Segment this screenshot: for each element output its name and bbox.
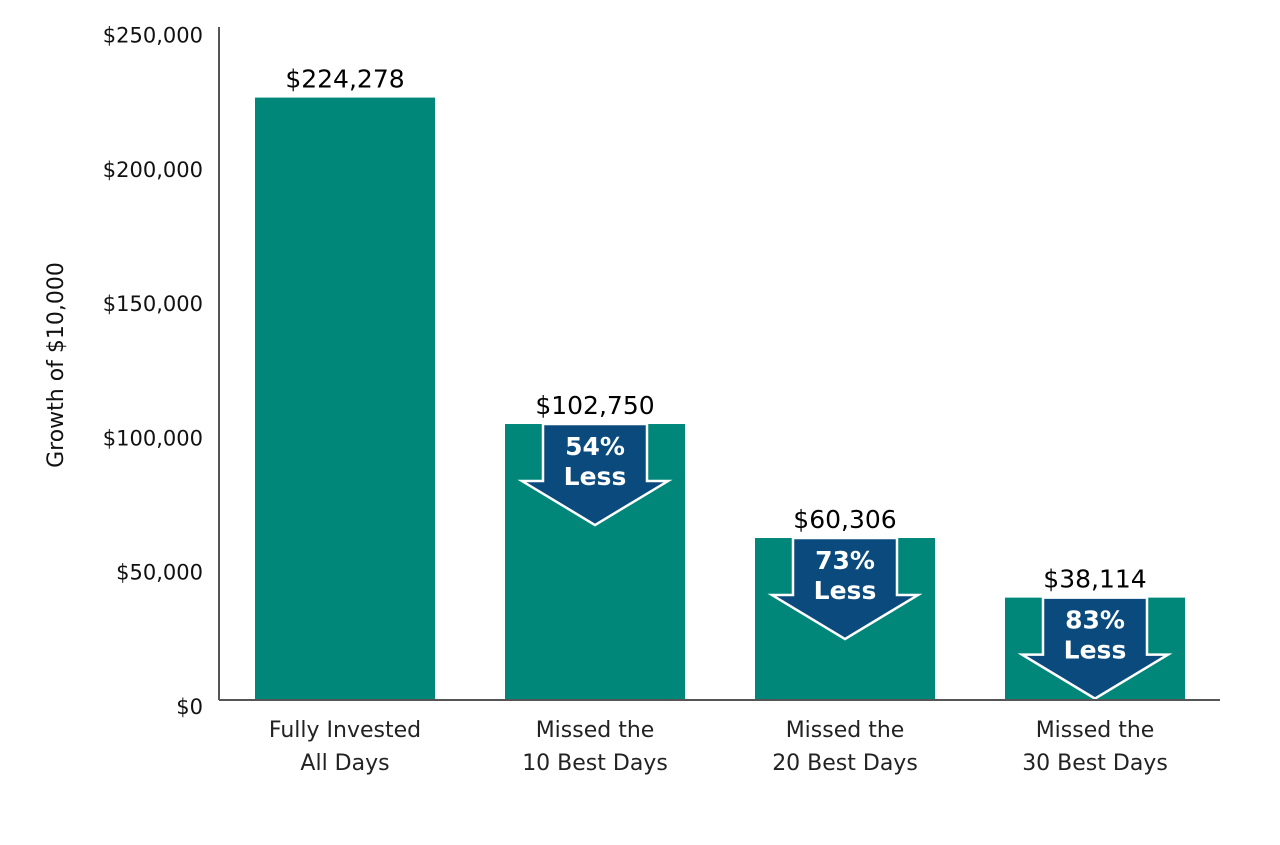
- reduction-label: Less: [1064, 636, 1127, 665]
- x-tick-label: 20 Best Days: [772, 751, 918, 776]
- y-tick-label: $0: [176, 695, 203, 719]
- down-arrow-icon: [517, 422, 673, 527]
- down-arrow-icon: [767, 536, 923, 641]
- y-tick-label: $50,000: [116, 561, 203, 585]
- data-label: $60,306: [793, 505, 896, 534]
- x-tick-label: Missed the: [1036, 718, 1155, 743]
- x-tick-label: All Days: [300, 751, 389, 776]
- data-label: $102,750: [535, 391, 654, 420]
- x-tick-label: 30 Best Days: [1022, 751, 1168, 776]
- y-axis-label: Growth of $10,000: [44, 262, 69, 468]
- y-tick-label: $200,000: [103, 158, 203, 182]
- x-tick-label: Fully Invested: [269, 718, 421, 743]
- bar: [255, 97, 435, 700]
- reduction-label: 54%: [565, 432, 625, 461]
- x-tick-label: Missed the: [786, 718, 905, 743]
- reduction-label: Less: [814, 576, 877, 605]
- x-tick-label: 10 Best Days: [522, 751, 668, 776]
- reduction-label: 73%: [815, 546, 875, 575]
- reduction-label: Less: [564, 462, 627, 491]
- y-tick-label: $150,000: [103, 292, 203, 316]
- data-label: $224,278: [285, 65, 404, 94]
- reduction-label: 83%: [1065, 606, 1125, 635]
- down-arrow-icon: [1017, 596, 1173, 701]
- y-tick-label: $250,000: [103, 24, 203, 48]
- x-tick-label: Missed the: [536, 718, 655, 743]
- data-label: $38,114: [1043, 565, 1146, 594]
- y-tick-label: $100,000: [103, 426, 203, 450]
